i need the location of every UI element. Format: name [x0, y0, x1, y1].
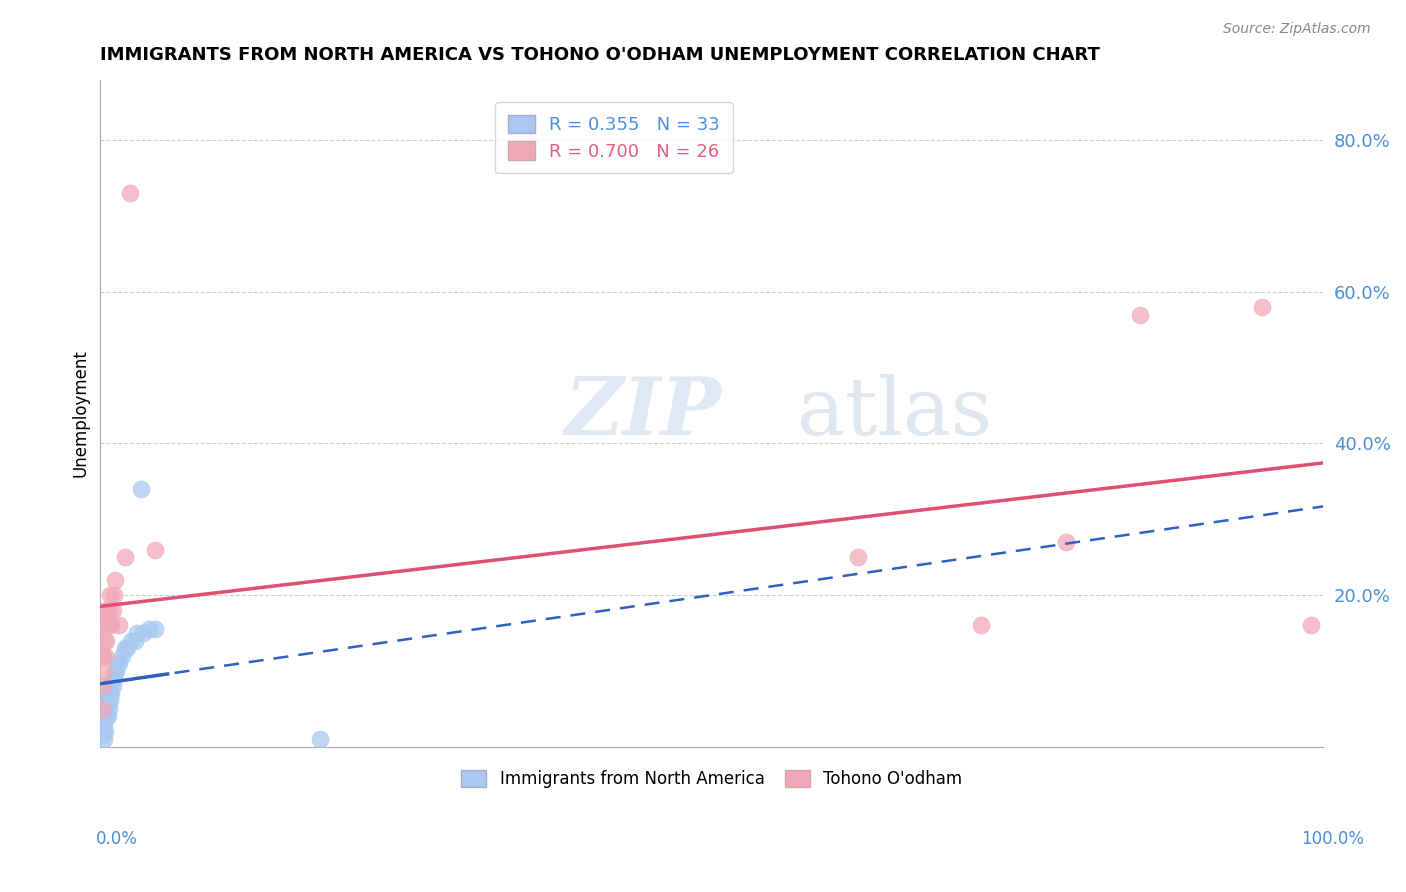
Point: [114, 641, 136, 656]
Point: [848, 550, 870, 565]
Point: [107, 618, 129, 632]
Point: [100, 618, 122, 632]
Text: atlas: atlas: [797, 374, 993, 452]
Point: [98, 679, 121, 693]
Point: [120, 633, 142, 648]
Point: [969, 618, 991, 632]
Point: [97, 618, 120, 632]
Point: [97, 603, 120, 617]
Legend: Immigrants from North America, Tohono O'odham: Immigrants from North America, Tohono O'…: [454, 764, 969, 795]
Text: IMMIGRANTS FROM NORTH AMERICA VS TOHONO O'ODHAM UNEMPLOYMENT CORRELATION CHART: IMMIGRANTS FROM NORTH AMERICA VS TOHONO …: [100, 46, 1101, 64]
Point: [90, 702, 112, 716]
Point: [107, 657, 129, 671]
Point: [1250, 300, 1272, 314]
Text: 100.0%: 100.0%: [1301, 830, 1364, 847]
Point: [101, 679, 124, 693]
Point: [101, 603, 124, 617]
Point: [118, 186, 141, 201]
Point: [111, 648, 134, 663]
Text: 0.0%: 0.0%: [96, 830, 138, 847]
Point: [94, 648, 117, 663]
Point: [98, 694, 121, 708]
Point: [145, 622, 167, 636]
Point: [129, 482, 152, 496]
Point: [117, 641, 139, 656]
Point: [91, 717, 114, 731]
Point: [145, 542, 167, 557]
Point: [93, 664, 115, 678]
Point: [103, 588, 125, 602]
Point: [90, 724, 112, 739]
Point: [125, 626, 148, 640]
Point: [124, 633, 146, 648]
Y-axis label: Unemployment: Unemployment: [72, 350, 89, 477]
Point: [93, 721, 115, 735]
Point: [1129, 308, 1152, 322]
Point: [107, 657, 129, 671]
Point: [97, 694, 120, 708]
Point: [104, 573, 127, 587]
Text: Source: ZipAtlas.com: Source: ZipAtlas.com: [1223, 22, 1371, 37]
Point: [103, 672, 125, 686]
Point: [104, 664, 127, 678]
Point: [114, 550, 136, 565]
Point: [94, 724, 117, 739]
Point: [94, 713, 117, 727]
Point: [91, 648, 114, 663]
Point: [309, 732, 332, 747]
Point: [97, 709, 120, 723]
Point: [1054, 535, 1077, 549]
Point: [93, 732, 115, 747]
Point: [94, 618, 117, 632]
Point: [105, 664, 128, 678]
Point: [96, 698, 118, 712]
Point: [1299, 618, 1322, 632]
Point: [96, 709, 118, 723]
Text: ZIP: ZIP: [565, 375, 721, 452]
Point: [91, 679, 114, 693]
Point: [132, 626, 155, 640]
Point: [138, 622, 160, 636]
Point: [91, 728, 114, 742]
Point: [97, 702, 120, 716]
Point: [96, 603, 118, 617]
Point: [93, 633, 115, 648]
Point: [100, 687, 122, 701]
Point: [97, 687, 120, 701]
Point: [98, 588, 121, 602]
Point: [96, 633, 118, 648]
